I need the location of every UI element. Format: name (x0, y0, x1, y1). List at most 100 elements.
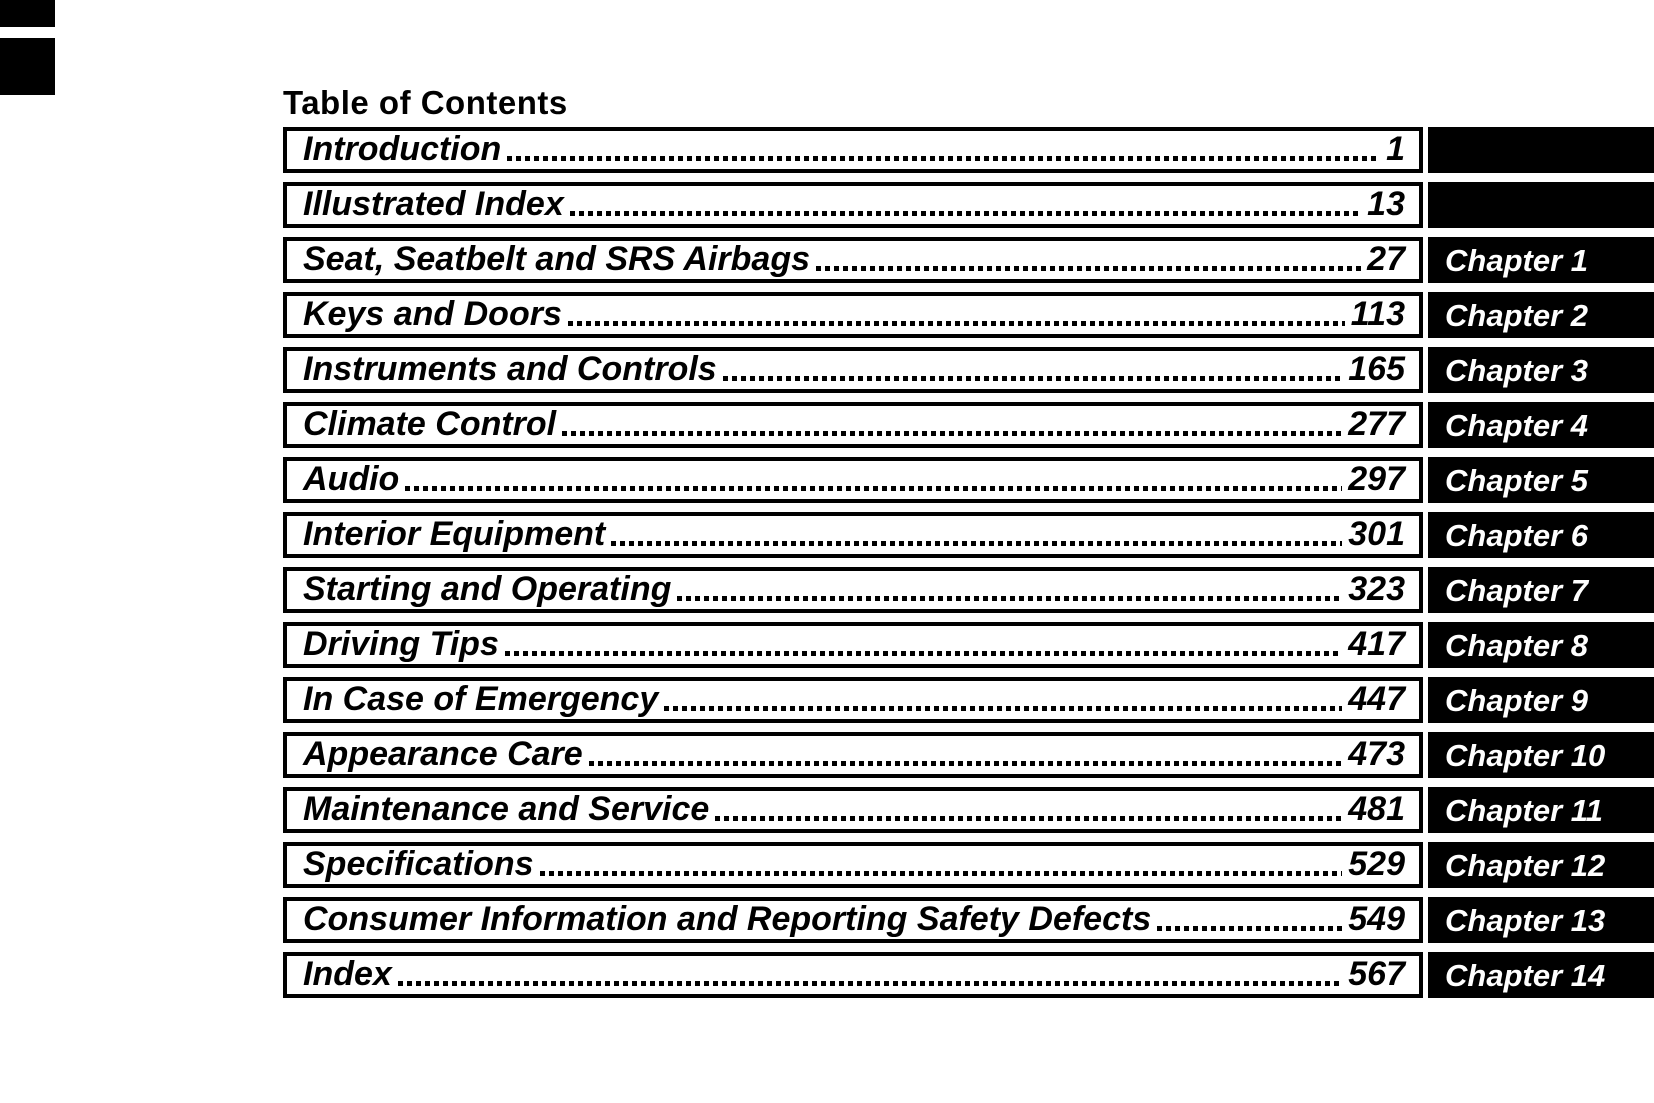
toc-entry-page: 27 (1367, 240, 1405, 278)
toc-entry-page: 323 (1348, 570, 1405, 608)
dot-leader (507, 156, 1381, 161)
toc-entry-title: Maintenance and Service (303, 790, 710, 828)
toc-entry-page: 529 (1348, 845, 1405, 883)
chapter-tab: Chapter 8 (1428, 622, 1654, 668)
toc-entry: Seat, Seatbelt and SRS Airbags 27 (283, 237, 1423, 283)
toc-row: Climate Control 277 Chapter 4 (283, 402, 1654, 448)
dot-leader (539, 871, 1343, 876)
page-edge-tab-mark (0, 0, 55, 27)
chapter-tab: Chapter 6 (1428, 512, 1654, 558)
toc-entry: Interior Equipment 301 (283, 512, 1423, 558)
chapter-tab: Chapter 14 (1428, 952, 1654, 998)
toc-row: Starting and Operating 323 Chapter 7 (283, 567, 1654, 613)
dot-leader (567, 321, 1345, 326)
toc-row: Instruments and Controls 165 Chapter 3 (283, 347, 1654, 393)
chapter-tab (1428, 127, 1654, 173)
toc-entry-page: 277 (1348, 405, 1405, 443)
toc-entry-title: In Case of Emergency (303, 680, 659, 718)
toc-row: Introduction 1 (283, 127, 1654, 173)
chapter-tab: Chapter 1 (1428, 237, 1654, 283)
toc-entry-page: 301 (1348, 515, 1405, 553)
toc-row: Seat, Seatbelt and SRS Airbags 27 Chapte… (283, 237, 1654, 283)
toc-entry-page: 113 (1350, 295, 1405, 333)
dot-leader (397, 981, 1343, 986)
toc-entry: Index 567 (283, 952, 1423, 998)
chapter-tab-label: Chapter 4 (1445, 407, 1588, 443)
toc-entry-title: Specifications (303, 845, 534, 883)
chapter-tab-label: Chapter 14 (1445, 957, 1606, 993)
toc-entry-title: Instruments and Controls (303, 350, 717, 388)
toc-row: Interior Equipment 301 Chapter 6 (283, 512, 1654, 558)
chapter-tab: Chapter 10 (1428, 732, 1654, 778)
toc-entry-page: 481 (1348, 790, 1405, 828)
chapter-tab-label: Chapter 7 (1445, 572, 1588, 608)
chapter-tab: Chapter 12 (1428, 842, 1654, 888)
toc-entry-page: 297 (1348, 460, 1405, 498)
toc-row: Index 567 Chapter 14 (283, 952, 1654, 998)
toc-row: Specifications 529 Chapter 12 (283, 842, 1654, 888)
toc-entry-title: Appearance Care (303, 735, 583, 773)
toc-entry-title: Illustrated Index (303, 185, 564, 223)
chapter-tab (1428, 182, 1654, 228)
toc-entry-title: Consumer Information and Reporting Safet… (303, 900, 1152, 938)
page-title: Table of Contents (283, 84, 568, 122)
chapter-tab: Chapter 7 (1428, 567, 1654, 613)
chapter-tab-label: Chapter 2 (1445, 297, 1588, 333)
dot-leader (677, 596, 1343, 601)
toc-entry-page: 165 (1348, 350, 1405, 388)
toc-entry: Climate Control 277 (283, 402, 1423, 448)
toc-entry-page: 567 (1348, 955, 1405, 993)
toc-entry-title: Keys and Doors (303, 295, 562, 333)
chapter-tab: Chapter 13 (1428, 897, 1654, 943)
toc-entry: Audio 297 (283, 457, 1423, 503)
chapter-tab-label: Chapter 6 (1445, 517, 1588, 553)
dot-leader (715, 816, 1343, 821)
toc-entry: Keys and Doors 113 (283, 292, 1423, 338)
toc-row: Consumer Information and Reporting Safet… (283, 897, 1654, 943)
chapter-tab: Chapter 3 (1428, 347, 1654, 393)
toc-entry-title: Seat, Seatbelt and SRS Airbags (303, 240, 810, 278)
dot-leader (569, 211, 1362, 216)
toc-row: Maintenance and Service 481 Chapter 11 (283, 787, 1654, 833)
toc-entry: Starting and Operating 323 (283, 567, 1423, 613)
toc-entry-title: Climate Control (303, 405, 557, 443)
toc-row: Audio 297 Chapter 5 (283, 457, 1654, 503)
dot-leader (504, 651, 1343, 656)
toc-row: In Case of Emergency 447 Chapter 9 (283, 677, 1654, 723)
toc-entry-page: 549 (1348, 900, 1405, 938)
dot-leader (405, 486, 1343, 491)
chapter-tab-label: Chapter 12 (1445, 847, 1606, 883)
toc-entry-title: Driving Tips (303, 625, 499, 663)
dot-leader (664, 706, 1343, 711)
toc-entry: Consumer Information and Reporting Safet… (283, 897, 1423, 943)
toc-row: Illustrated Index 13 (283, 182, 1654, 228)
chapter-tab: Chapter 4 (1428, 402, 1654, 448)
toc-entry-title: Audio (303, 460, 400, 498)
toc-entry-title: Index (303, 955, 392, 993)
toc-entry-title: Introduction (303, 130, 502, 168)
toc-entry: Appearance Care 473 (283, 732, 1423, 778)
chapter-tab-label: Chapter 3 (1445, 352, 1588, 388)
toc-entry-page: 417 (1348, 625, 1405, 663)
toc-entry: Introduction 1 (283, 127, 1423, 173)
chapter-tab: Chapter 2 (1428, 292, 1654, 338)
chapter-tab-label: Chapter 11 (1445, 792, 1603, 828)
toc-entry: Driving Tips 417 (283, 622, 1423, 668)
toc-entry: Specifications 529 (283, 842, 1423, 888)
dot-leader (816, 266, 1362, 271)
chapter-tab: Chapter 5 (1428, 457, 1654, 503)
dot-leader (1157, 926, 1343, 931)
toc-entry: In Case of Emergency 447 (283, 677, 1423, 723)
chapter-tab-label: Chapter 8 (1445, 627, 1588, 663)
toc-row: Appearance Care 473 Chapter 10 (283, 732, 1654, 778)
toc-row: Driving Tips 417 Chapter 8 (283, 622, 1654, 668)
page-edge-tab-mark (0, 38, 55, 95)
chapter-tab-label: Chapter 9 (1445, 682, 1588, 718)
dot-leader (611, 541, 1343, 546)
chapter-tab: Chapter 9 (1428, 677, 1654, 723)
dot-leader (562, 431, 1343, 436)
toc-row: Keys and Doors 113 Chapter 2 (283, 292, 1654, 338)
toc-entry-title: Starting and Operating (303, 570, 672, 608)
toc-entry-title: Interior Equipment (303, 515, 606, 553)
